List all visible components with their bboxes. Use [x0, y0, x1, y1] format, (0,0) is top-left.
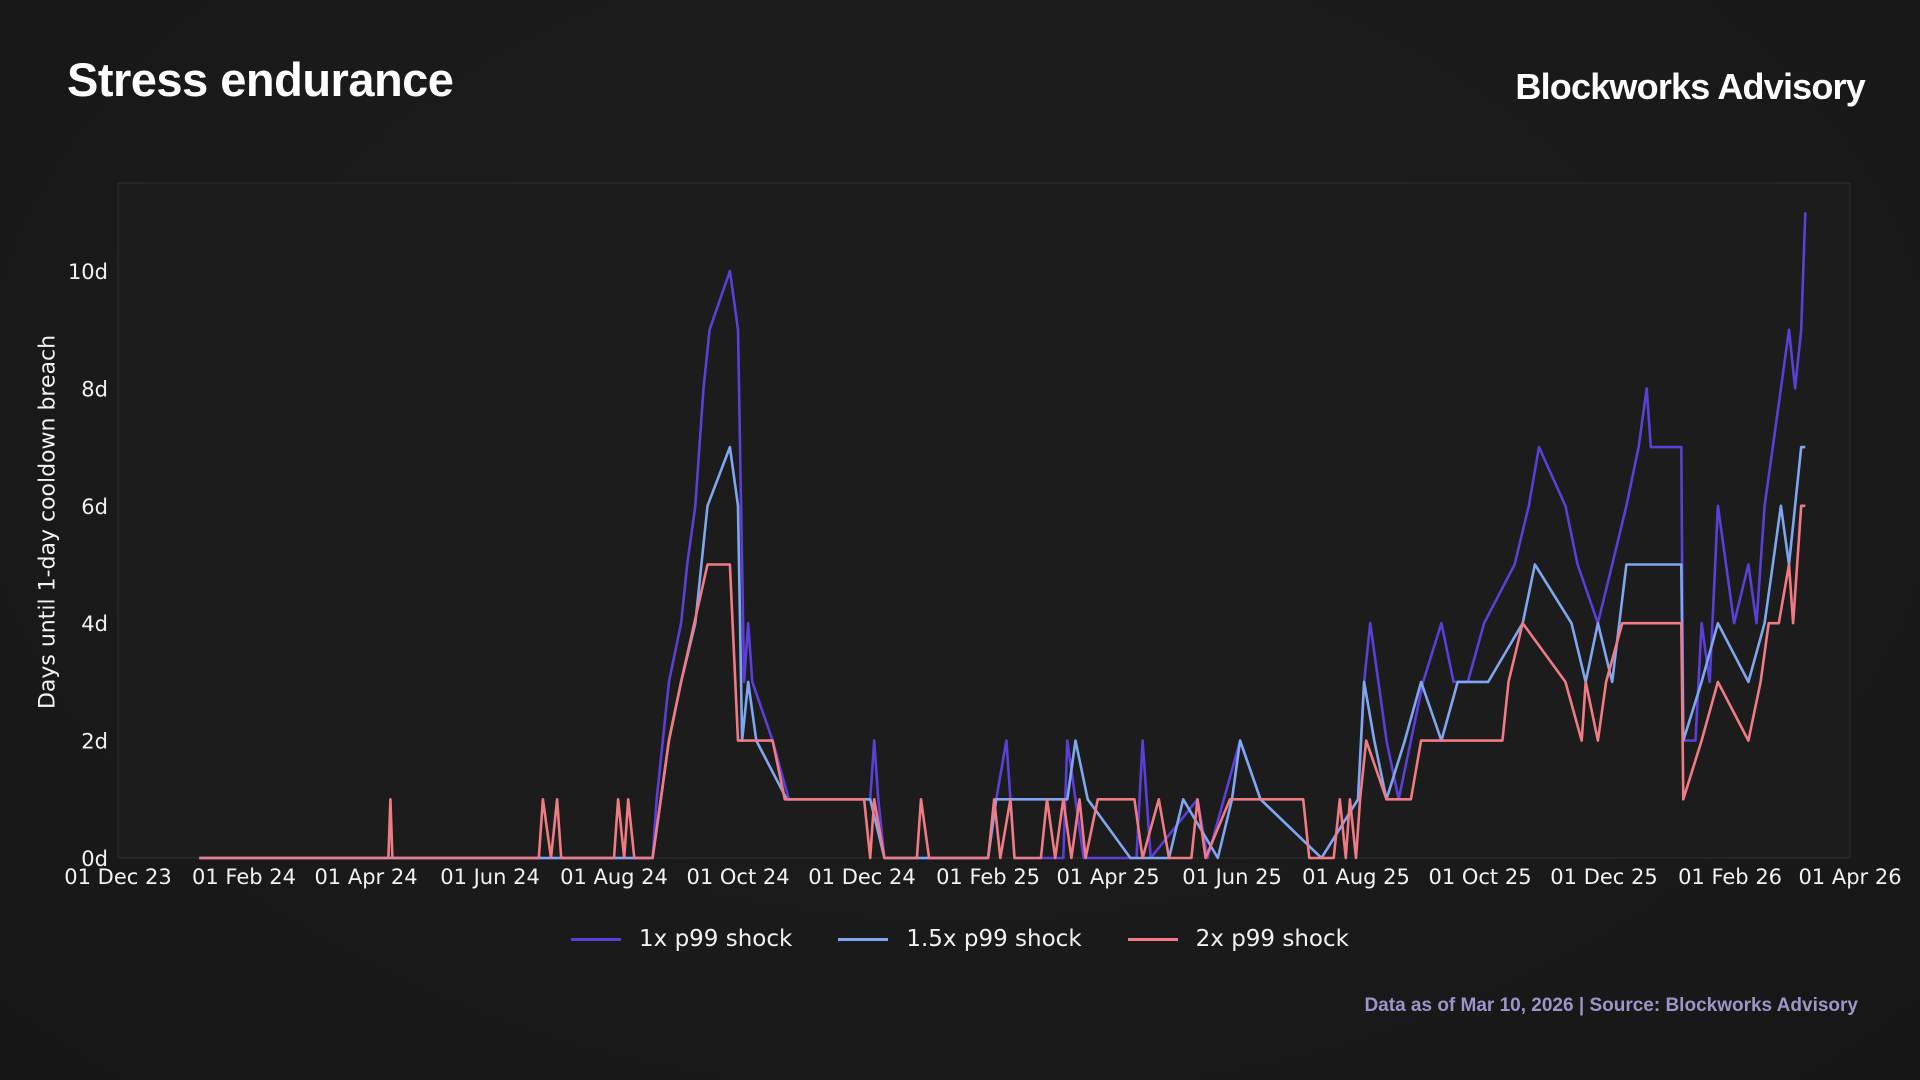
x-tick-label: 01 Oct 24 [686, 865, 789, 889]
legend-swatch [838, 937, 889, 941]
y-tick-label: 0d [81, 847, 108, 871]
y-tick-label: 8d [81, 377, 108, 401]
x-tick-label: 01 Jun 25 [1182, 865, 1282, 889]
brand-logo: Blockworks Advisory [1515, 66, 1865, 107]
x-tick-label: 01 Aug 24 [560, 865, 668, 889]
legend-label: 1.5x p99 shock [906, 926, 1082, 952]
x-tick-label: 01 Dec 24 [808, 865, 915, 889]
legend-item: 1.5x p99 shock [838, 926, 1082, 952]
legend-item: 1x p99 shock [571, 926, 792, 952]
y-tick-label: 4d [81, 612, 108, 636]
x-tick-label: 01 Apr 24 [314, 865, 417, 889]
x-tick-label: 01 Jun 24 [440, 865, 540, 889]
series-line-3 [199, 504, 1806, 860]
y-tick-label: 6d [81, 495, 108, 519]
y-axis-ticks: 0d 2d 4d 6d 8d 10d [68, 260, 108, 871]
x-tick-label: 01 Feb 25 [936, 865, 1040, 889]
y-tick-label: 10d [68, 260, 108, 284]
x-axis-ticks: 01 Dec 23 01 Feb 24 01 Apr 24 01 Jun 24 01 A… [64, 865, 1901, 889]
series-line-2 [199, 445, 1806, 860]
x-tick-label: 01 Oct 25 [1428, 865, 1531, 889]
footnote-source: Data as of Mar 10, 2026 | Source: Blockw… [1364, 995, 1858, 1016]
series-line-1 [199, 212, 1807, 860]
x-tick-label: 01 Aug 25 [1302, 865, 1410, 889]
series-lines [199, 212, 1807, 860]
legend-item: 2x p99 shock [1127, 926, 1349, 952]
x-tick-label: 01 Apr 26 [1798, 865, 1901, 889]
x-tick-label: 01 Apr 25 [1056, 865, 1159, 889]
legend-label: 2x p99 shock [1195, 926, 1349, 952]
x-tick-label: 01 Feb 24 [192, 865, 296, 889]
plot-area [117, 182, 1851, 859]
legend-swatch [1127, 937, 1178, 941]
y-tick-label: 2d [81, 730, 108, 754]
legend: 1x p99 shock 1.5x p99 shock 2x p99 shock [0, 926, 1920, 952]
x-tick-label: 01 Dec 25 [1550, 865, 1657, 889]
legend-label: 1x p99 shock [639, 926, 793, 952]
chart-title: Stress endurance [67, 53, 454, 106]
x-tick-label: 01 Feb 26 [1678, 865, 1782, 889]
x-tick-label: 01 Dec 23 [64, 865, 171, 889]
legend-swatch [571, 937, 622, 941]
